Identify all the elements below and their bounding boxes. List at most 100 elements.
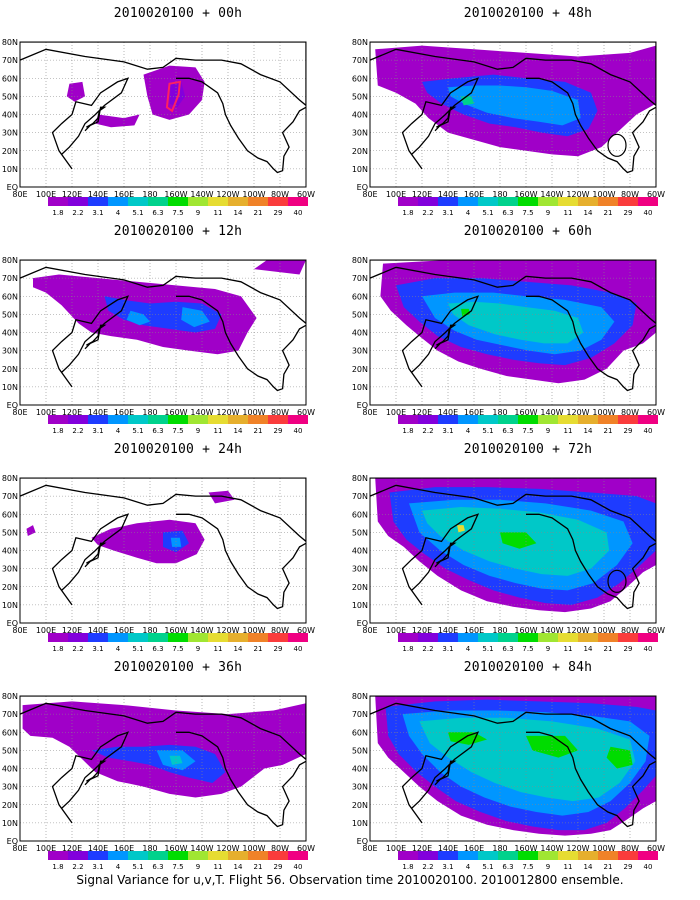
highlight-circle (607, 133, 627, 157)
colorbar-swatch (288, 415, 308, 424)
colorbar-swatch (618, 415, 638, 424)
variance-contour (448, 301, 584, 344)
lon-tick-label: 140E (438, 626, 458, 634)
coastline (370, 696, 656, 761)
colorbar-label: 7.5 (172, 209, 184, 217)
colorbar-label: 4 (115, 209, 121, 217)
lat-tick-label: 50N (2, 92, 18, 101)
lat-tick-label: 50N (352, 746, 368, 755)
variance-contour (181, 307, 210, 328)
colorbar-label: 1.8 (402, 209, 414, 217)
lon-tick-label: 100W (242, 626, 265, 634)
lat-tick-label: 80N (352, 692, 368, 701)
colorbar-label: 21 (253, 645, 263, 653)
lat-tick-label: 40N (352, 547, 368, 556)
colorbar-swatch (538, 197, 558, 206)
lon-tick-label: 140E (88, 408, 108, 416)
colorbar-swatch (228, 633, 248, 642)
lon-tick-label: 120E (412, 844, 432, 852)
colorbar (48, 197, 308, 206)
colorbar-swatch (288, 851, 308, 860)
colorbar-label: 2.2 (422, 863, 434, 871)
colorbar-swatch (418, 633, 438, 642)
lon-tick-label: 160E (114, 626, 134, 634)
coastline (84, 106, 107, 132)
lon-tick-label: 80E (362, 408, 377, 416)
colorbar-label: 5.1 (132, 863, 144, 871)
lat-tick-label: EQ (357, 183, 368, 192)
lon-tick-label: 120W (566, 190, 589, 198)
colorbar-label: 9 (545, 209, 551, 217)
highlight-circle (607, 569, 627, 593)
lat-tick-label: 50N (2, 310, 18, 319)
lon-tick-label: 160E (464, 408, 484, 416)
lat-tick-label: 80N (2, 692, 18, 701)
colorbar-swatch (68, 851, 88, 860)
lon-tick-label: 100W (592, 190, 615, 198)
lon-tick-label: 100E (36, 844, 56, 852)
lat-tick-label: 30N (2, 783, 18, 792)
colorbar-swatch (108, 851, 128, 860)
variance-contour (500, 532, 537, 549)
lat-tick-label: 20N (352, 365, 368, 374)
coastline (526, 77, 656, 174)
colorbar-label: 5.1 (132, 209, 144, 217)
lon-tick-label: 100E (386, 626, 406, 634)
colorbar-label: 5.1 (482, 209, 494, 217)
lon-tick-label: 120E (412, 408, 432, 416)
colorbar-label: 21 (603, 645, 613, 653)
lon-tick-label: 160W (514, 626, 537, 634)
variance-contour (169, 755, 183, 765)
variance-contour (606, 746, 633, 769)
map-frame (369, 477, 657, 624)
colorbar-swatch (268, 851, 288, 860)
colorbar-label: 9 (195, 863, 201, 871)
colorbar-label: 14 (583, 209, 593, 217)
colorbar-swatch (398, 197, 418, 206)
colorbar-label: 5.1 (482, 427, 494, 435)
lon-tick-label: 160W (164, 190, 187, 198)
colorbar-label: 1.8 (402, 645, 414, 653)
colorbar (398, 633, 658, 642)
lat-tick-label: 30N (352, 565, 368, 574)
panel-title: 2010020100 + 84h (463, 660, 593, 675)
coastline (84, 760, 107, 786)
colorbar-swatch (538, 633, 558, 642)
colorbar-swatch (128, 633, 148, 642)
lon-tick-label: 100W (242, 844, 265, 852)
lat-tick-label: 30N (2, 129, 18, 138)
lat-tick-label: 80N (2, 38, 18, 47)
colorbar-swatch (478, 633, 498, 642)
lat-tick-label: 20N (2, 365, 18, 374)
colorbar-label: 9 (545, 427, 551, 435)
colorbar-label: 14 (233, 209, 243, 217)
coastline (401, 77, 480, 170)
lat-tick-label: EQ (7, 837, 18, 846)
lon-tick-label: 120E (412, 626, 432, 634)
lon-tick-label: 140E (88, 190, 108, 198)
lon-tick-label: 100E (36, 190, 56, 198)
variance-contour (95, 114, 140, 128)
colorbar-swatch (248, 415, 268, 424)
colorbar-label: 11 (213, 427, 223, 435)
coastline (51, 77, 130, 170)
colorbar-swatch (48, 851, 68, 860)
colorbar-swatch (538, 415, 558, 424)
colorbar (398, 851, 658, 860)
coastline (20, 260, 306, 325)
colorbar-swatch (638, 197, 658, 206)
lon-tick-label: 60W (647, 844, 665, 852)
colorbar-label: 2.2 (72, 209, 84, 217)
colorbar-label: 4 (465, 427, 471, 435)
lon-tick-label: 160W (514, 844, 537, 852)
lat-tick-label: 30N (352, 783, 368, 792)
colorbar-swatch (478, 197, 498, 206)
lat-tick-label: 50N (2, 528, 18, 537)
lat-tick-label: 70N (352, 710, 368, 719)
colorbar-swatch (438, 197, 458, 206)
lon-tick-label: 80W (621, 408, 639, 416)
lon-tick-label: 160E (114, 190, 134, 198)
lat-tick-label: 50N (352, 310, 368, 319)
coastline (20, 478, 306, 543)
